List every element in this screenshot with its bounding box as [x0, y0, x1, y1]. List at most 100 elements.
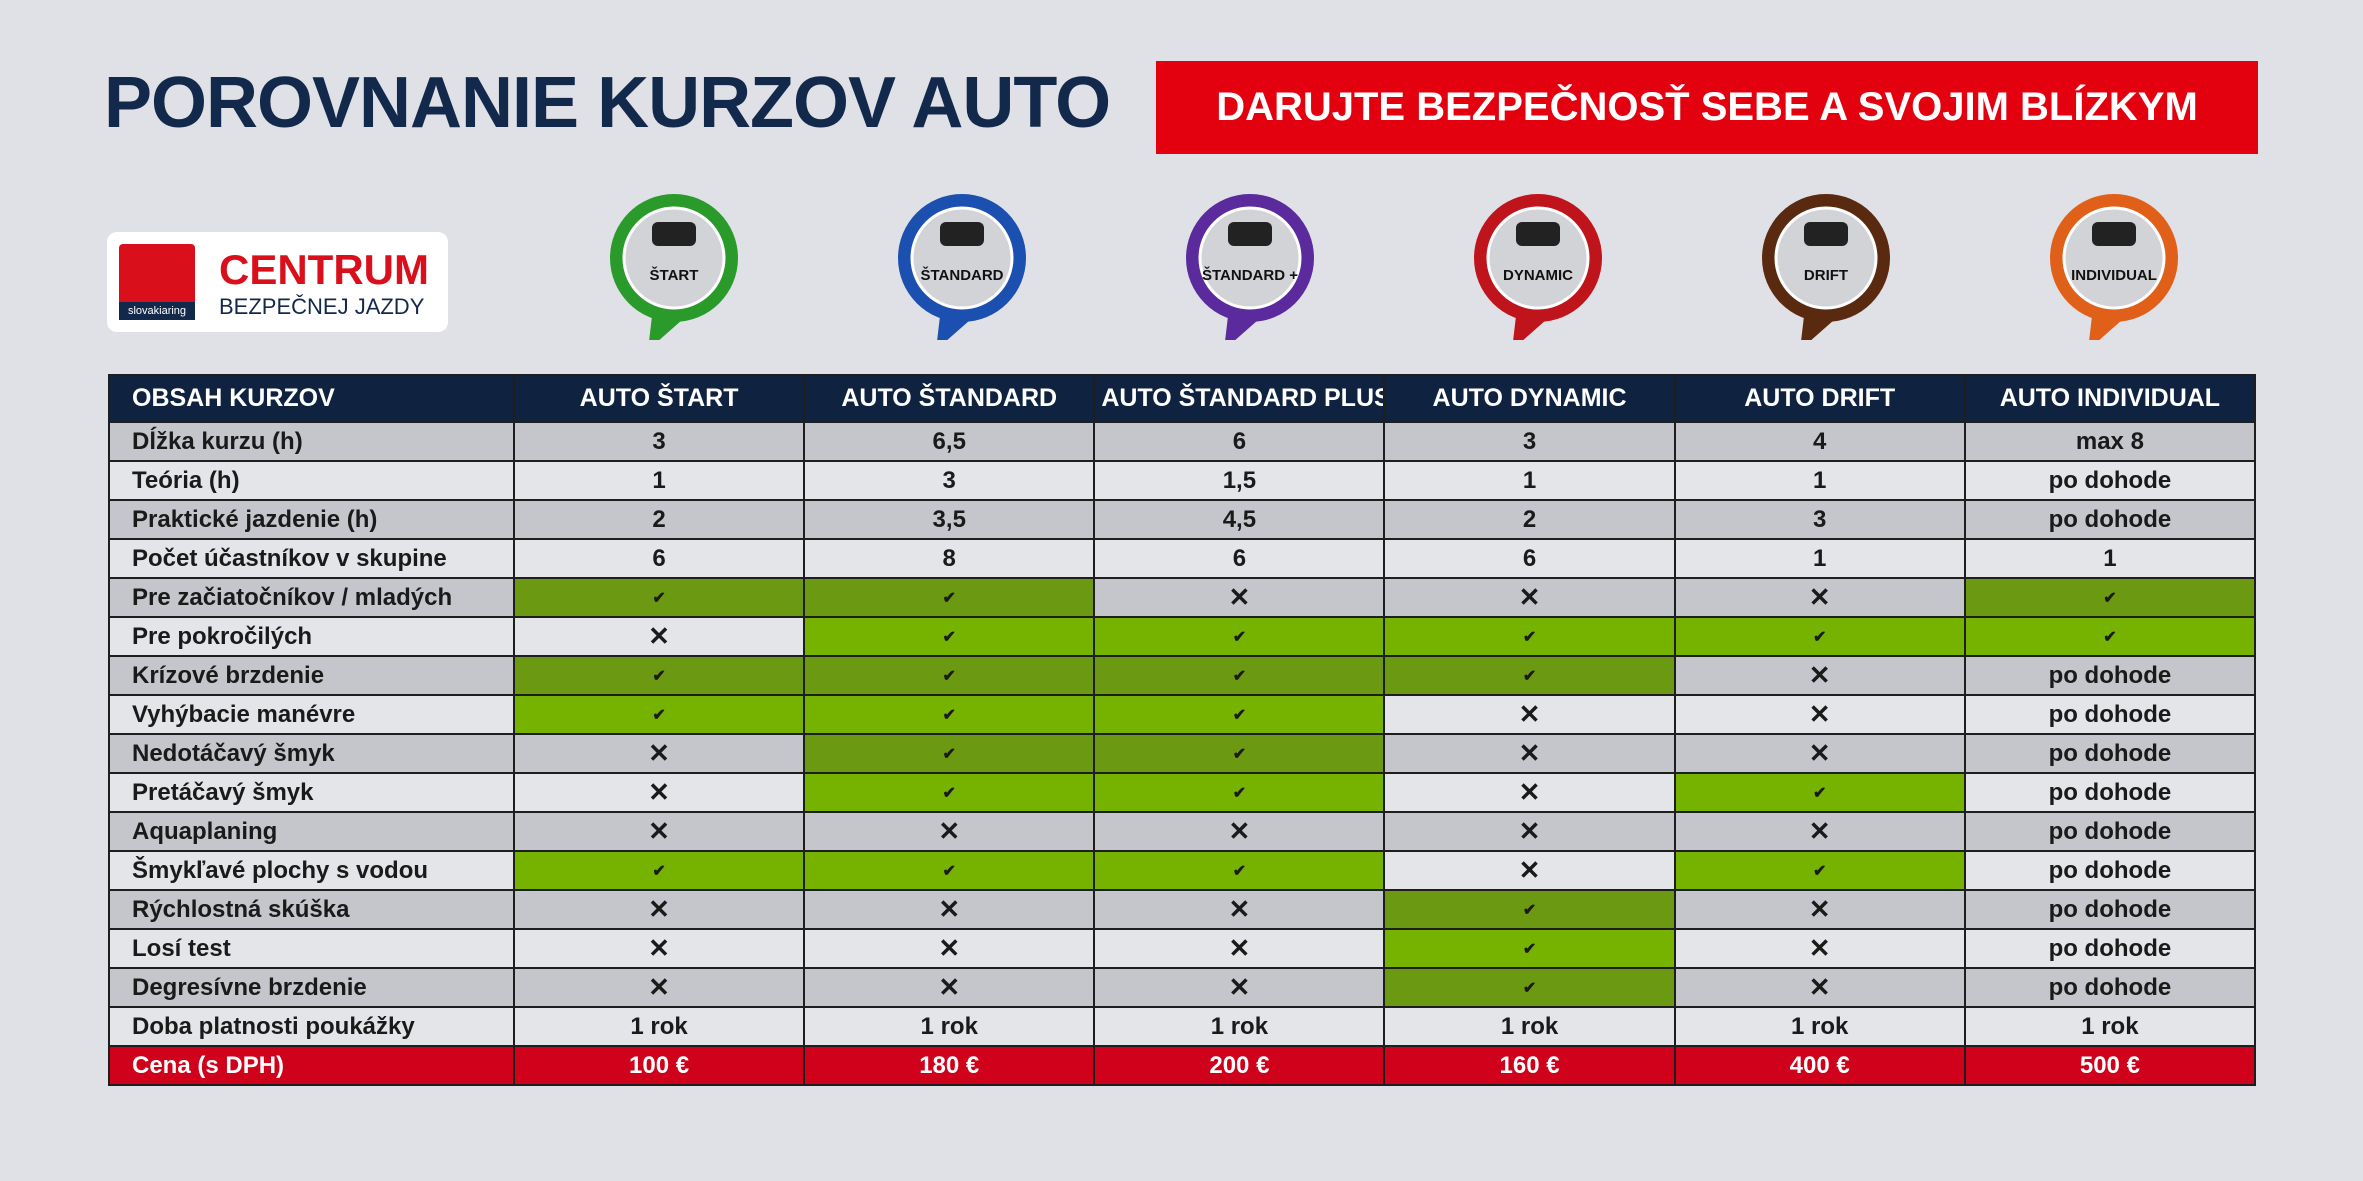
cell: ✕	[803, 811, 1096, 852]
table-row: Aquaplaning ✕ ✕ ✕ ✕ ✕ po dohode	[108, 811, 2257, 852]
cell: ✔	[1963, 616, 2257, 657]
row-label: Počet účastníkov v skupine	[108, 538, 515, 579]
cell: ✔	[1093, 733, 1386, 774]
cell: ✔	[803, 616, 1096, 657]
cell: 1 rok	[1383, 1006, 1676, 1047]
cell: ✕	[512, 811, 806, 852]
cell: ✕	[512, 733, 806, 774]
cell: po dohode	[1963, 967, 2257, 1008]
table-row: Praktické jazdenie (h) 2 3,5 4,5 2 3 po dohode	[108, 499, 2257, 540]
row-label: Vyhýbacie manévre	[108, 694, 515, 735]
badge-face	[910, 206, 1014, 310]
cell: ✕	[1673, 967, 1966, 1008]
cell: ✕	[1383, 772, 1676, 813]
cell: ✔	[512, 577, 806, 618]
cell: ✕	[1673, 694, 1966, 735]
cell: 3	[512, 421, 806, 462]
cell: ✕	[1673, 811, 1966, 852]
cell: ✕	[1093, 577, 1386, 618]
row-label: Šmykľavé plochy s vodou	[108, 850, 515, 891]
cell: 500 €	[1963, 1045, 2257, 1086]
table-row: Vyhýbacie manévre ✔ ✔ ✔ ✕ ✕ po dohode	[108, 694, 2257, 735]
cell: po dohode	[1963, 850, 2257, 891]
cell: 1	[1963, 538, 2257, 579]
table-row: Degresívne brzdenie ✕ ✕ ✕ ✔ ✕ po dohode	[108, 967, 2257, 1008]
cell: 4,5	[1093, 499, 1386, 540]
cell: 1	[1383, 460, 1676, 501]
cell: ✕	[1383, 850, 1676, 891]
table-row: Krízové brzdenie ✔ ✔ ✔ ✔ ✕ po dohode	[108, 655, 2257, 696]
cell: 3	[803, 460, 1096, 501]
cell: 1,5	[1093, 460, 1386, 501]
cell: ✕	[1383, 733, 1676, 774]
cell: ✕	[1093, 967, 1386, 1008]
cell: ✕	[803, 967, 1096, 1008]
header-cell: AUTO DYNAMIC	[1383, 374, 1676, 423]
cell: ✔	[1093, 655, 1386, 696]
title: POROVNANIE KURZOV AUTO	[104, 63, 1111, 143]
badge-label: ŠTANDARD	[920, 266, 1003, 284]
cell: ✕	[1383, 577, 1676, 618]
table-row: Cena (s DPH) 100 €180 €200 €160 €400 €500…	[108, 1045, 2257, 1086]
badge-pin	[649, 316, 682, 340]
badge-icon	[940, 222, 984, 246]
badge-face	[622, 206, 726, 310]
logo-brand: slovakiaring	[119, 302, 195, 320]
cell: ✕	[803, 889, 1096, 930]
cell: po dohode	[1963, 460, 2257, 501]
cell: 3,5	[803, 499, 1096, 540]
cell: max 8	[1963, 421, 2257, 462]
cell: ✕	[1673, 655, 1966, 696]
cell: ✔	[512, 655, 806, 696]
logo-line: BEZPEČNEJ JAZDY	[219, 294, 425, 319]
table-row: Pretáčavý šmyk ✕ ✔ ✔ ✕ ✔ po dohode	[108, 772, 2257, 813]
cell: ✕	[1093, 811, 1386, 852]
cell: 100 €	[512, 1045, 806, 1086]
row-label: Pre začiatočníkov / mladých	[108, 577, 515, 618]
badge-icon	[1804, 222, 1848, 246]
cell: ✔	[803, 733, 1096, 774]
table-row: Rýchlostná skúška ✕ ✕ ✕ ✔ ✕ po dohode	[108, 889, 2257, 930]
badges: ŠTART ŠTANDARD ŠTANDARD + DYNAMIC DRIFT INDIV…	[610, 194, 2178, 340]
table-row: Pre pokročilých ✕ ✔ ✔ ✔ ✔ ✔	[108, 616, 2257, 657]
badge-face	[1774, 206, 1878, 310]
table-row: Nedotáčavý šmyk ✕ ✔ ✔ ✕ ✕ po dohode	[108, 733, 2257, 774]
cell: po dohode	[1963, 733, 2257, 774]
badge-label: ŠTART	[650, 266, 699, 284]
header-cell: AUTO ŠTANDARD PLUS	[1093, 374, 1386, 423]
table-row: Doba platnosti poukážky 1 rok 1 rok 1 rok 1 …	[108, 1006, 2257, 1047]
header-row: OBSAH KURZOV AUTO ŠTART AUTO ŠTANDARD AUTO …	[108, 374, 2257, 423]
cell: 3	[1673, 499, 1966, 540]
cell: ✔	[1093, 694, 1386, 735]
cell: ✕	[512, 967, 806, 1008]
cell: 6	[1093, 538, 1386, 579]
cell: po dohode	[1963, 928, 2257, 969]
row-label: Krízové brzdenie	[108, 655, 515, 696]
cell: 8	[803, 538, 1096, 579]
cell: ✔	[1383, 928, 1676, 969]
cell: po dohode	[1963, 694, 2257, 735]
cell: po dohode	[1963, 499, 2257, 540]
cell: ✔	[803, 655, 1096, 696]
row-label: Losí test	[108, 928, 515, 969]
row-label: Pretáčavý šmyk	[108, 772, 515, 813]
cell: 160 €	[1383, 1045, 1676, 1086]
row-label: Degresívne brzdenie	[108, 967, 515, 1008]
table-row: Teória (h) 1 3 1,5 1 1 po dohode	[108, 460, 2257, 501]
badge-label: DYNAMIC	[1503, 267, 1573, 284]
badge-icon	[1228, 222, 1272, 246]
cell: 1	[1673, 460, 1966, 501]
row-label: Praktické jazdenie (h)	[108, 499, 515, 540]
table-row: Dĺžka kurzu (h) 3 6,5 6 3 4 max 8	[108, 421, 2257, 462]
cell: 3	[1383, 421, 1676, 462]
cell: ✔	[803, 772, 1096, 813]
cell: 4	[1673, 421, 1966, 462]
cell: 2	[1383, 499, 1676, 540]
cell: 1 rok	[1963, 1006, 2257, 1047]
cell: 1 rok	[1093, 1006, 1386, 1047]
cell: ✔	[512, 694, 806, 735]
cell: ✕	[1093, 928, 1386, 969]
cell: ✔	[1673, 616, 1966, 657]
cell: ✔	[1673, 772, 1966, 813]
